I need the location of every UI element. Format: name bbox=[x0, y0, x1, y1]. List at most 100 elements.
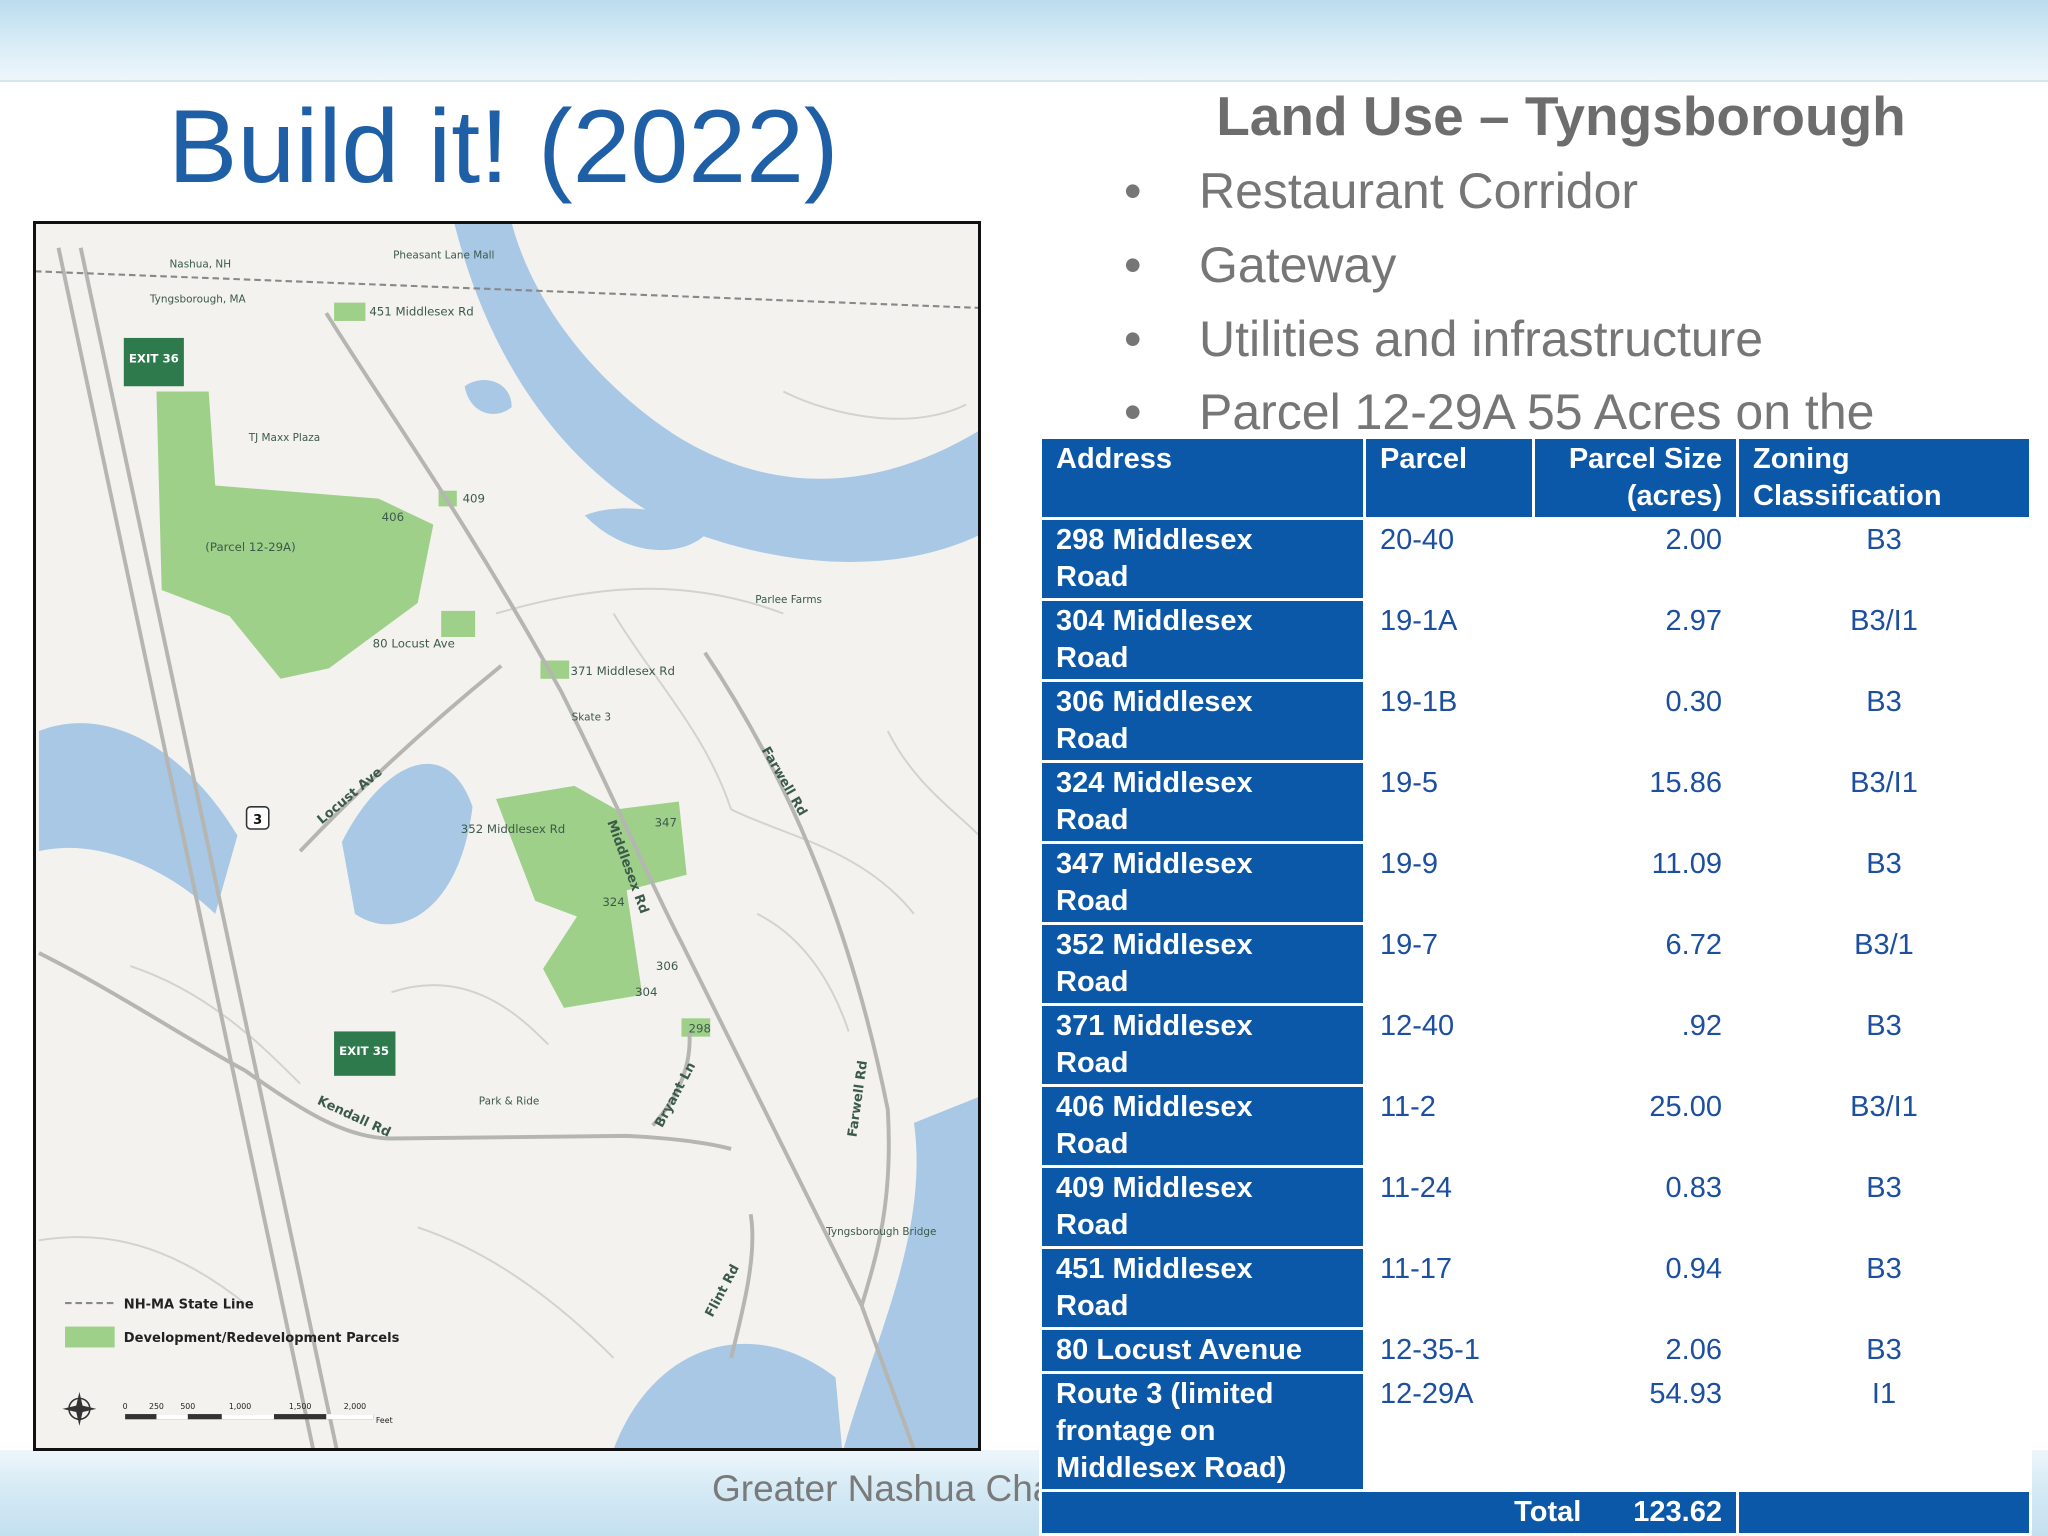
cell-text: 0.30 bbox=[1665, 686, 1722, 718]
map-label: TJ Maxx Plaza bbox=[248, 432, 320, 444]
map-label: Nashua, NH bbox=[170, 258, 232, 270]
cell-text: 0.83 bbox=[1665, 1172, 1722, 1204]
table-cell: .92 bbox=[1535, 1006, 1736, 1084]
table-cell: B3 bbox=[1739, 1006, 2029, 1084]
bullet: • Parcel 12-29A 55 Acres on the bbox=[1124, 383, 1874, 441]
table-cell: I1 bbox=[1739, 1374, 2029, 1489]
table-cell: B3/I1 bbox=[1739, 601, 2029, 679]
water bbox=[584, 508, 705, 551]
table-cell: 11-17 bbox=[1366, 1249, 1532, 1327]
table-cell: B3 bbox=[1739, 844, 2029, 922]
map-label: Tyngsborough, MA bbox=[149, 294, 247, 306]
water bbox=[613, 1343, 843, 1450]
map-label: 304 bbox=[635, 985, 657, 999]
scale-label: Feet bbox=[376, 1416, 393, 1425]
table-cell: 19-5 bbox=[1366, 763, 1532, 841]
cell-text: 19-9 bbox=[1380, 848, 1439, 880]
cell-text: 19-5 bbox=[1380, 767, 1439, 799]
table-cell: 19-1B bbox=[1366, 682, 1532, 760]
exit-label: EXIT 35 bbox=[339, 1044, 389, 1058]
map-label: 406 bbox=[382, 510, 404, 524]
route-3 bbox=[56, 247, 316, 1450]
road bbox=[38, 951, 247, 1073]
total-row: Total 123.62 bbox=[1042, 1492, 2029, 1533]
scale-label: 250 bbox=[149, 1402, 164, 1411]
bullet-marker: • bbox=[1124, 384, 1142, 440]
map-label: Tyngsborough Bridge bbox=[825, 1226, 936, 1238]
cell-text: 80 Locust Avenue bbox=[1056, 1334, 1303, 1366]
header-row: Address Parcel Parcel Size (acres) Zoning C… bbox=[1042, 439, 2029, 517]
map-label: Skate 3 bbox=[572, 712, 611, 724]
bullet: • Gateway bbox=[1124, 236, 1396, 294]
kendall-rd bbox=[244, 1068, 732, 1151]
bullet-marker: • bbox=[1124, 237, 1142, 293]
table-row: 406 Middlesex Road 11-2 25.00 B3/I1 bbox=[1042, 1087, 2029, 1165]
table-row: 306 Middlesex Road 19-1B 0.30 B3 bbox=[1042, 682, 2029, 760]
water bbox=[464, 380, 512, 414]
cell-text: 19-7 bbox=[1380, 929, 1439, 961]
cell-text: I1 bbox=[1871, 1378, 1897, 1410]
table-row: 409 Middlesex Road 11-24 0.83 B3 bbox=[1042, 1168, 2029, 1246]
scale-label: 0 bbox=[123, 1402, 128, 1411]
address-cell: 406 Middlesex Road bbox=[1042, 1087, 1363, 1165]
exit-label: EXIT 36 bbox=[129, 352, 179, 366]
map-label: 347 bbox=[655, 815, 677, 829]
total-label: Total bbox=[1514, 1496, 1582, 1528]
table-row: 324 Middlesex Road 19-5 15.86 B3/I1 bbox=[1042, 763, 2029, 841]
header-text: Parcel bbox=[1380, 443, 1468, 475]
table-row: 352 Middlesex Road 19-7 6.72 B3/1 bbox=[1042, 925, 2029, 1003]
legend-swatch bbox=[65, 1326, 115, 1348]
cell-text: B3/I1 bbox=[1850, 605, 1918, 637]
cell-text: 12-35-1 bbox=[1380, 1334, 1480, 1366]
cell-text: 2.97 bbox=[1665, 605, 1722, 637]
table-cell: 6.72 bbox=[1535, 925, 1736, 1003]
parcel-table: Address Parcel Parcel Size (acres) Zoning C… bbox=[1039, 436, 2032, 1536]
total-value: 123.62 bbox=[1633, 1496, 1722, 1528]
map-frame: Nashua, NH Tyngsborough, MA Pheasant Lane … bbox=[33, 221, 981, 1456]
bullet-marker: • bbox=[1124, 311, 1142, 367]
map-label: (Parcel 12-29A) bbox=[205, 540, 295, 554]
header-cell: Address bbox=[1042, 439, 1363, 517]
route-3 bbox=[78, 247, 339, 1450]
cell-text: 306 Middlesex Road bbox=[1056, 686, 1253, 755]
address-cell: 409 Middlesex Road bbox=[1042, 1168, 1363, 1246]
address-cell: 306 Middlesex Road bbox=[1042, 682, 1363, 760]
cell-text: 19-1A bbox=[1380, 605, 1458, 637]
header-text: Address bbox=[1056, 443, 1173, 475]
address-cell: 371 Middlesex Road bbox=[1042, 1006, 1363, 1084]
cell-text: .92 bbox=[1681, 1010, 1722, 1042]
cell-text: B3 bbox=[1866, 848, 1902, 880]
compass-needle bbox=[62, 1391, 97, 1426]
bullet-text: Parcel 12-29A 55 Acres on the bbox=[1199, 384, 1875, 440]
cell-text: Route 3 (limited frontage on Middlesex R… bbox=[1056, 1378, 1287, 1484]
cell-text: 352 Middlesex Road bbox=[1056, 929, 1253, 998]
header-cell: Parcel bbox=[1366, 439, 1532, 517]
table-cell: 25.00 bbox=[1535, 1087, 1736, 1165]
legend-label: Development/Redevelopment Parcels bbox=[124, 1331, 400, 1346]
cell-text: B3/I1 bbox=[1850, 1091, 1918, 1123]
header-text: Zoning Classification bbox=[1753, 443, 1942, 512]
parcel bbox=[496, 785, 687, 1008]
table-cell: 12-29A bbox=[1366, 1374, 1532, 1489]
table-cell: 12-35-1 bbox=[1366, 1330, 1532, 1371]
cell-text: 11-24 bbox=[1380, 1172, 1453, 1204]
cell-text: B3 bbox=[1866, 1253, 1902, 1285]
table-cell: B3 bbox=[1739, 520, 2029, 598]
header-text: Parcel Size (acres) bbox=[1568, 443, 1722, 512]
bullet-text: Restaurant Corridor bbox=[1199, 163, 1639, 219]
total-cell: Total 123.62 bbox=[1042, 1492, 1736, 1533]
water bbox=[843, 1096, 980, 1450]
exit-sign bbox=[123, 337, 184, 387]
address-cell: 352 Middlesex Road bbox=[1042, 925, 1363, 1003]
table-cell: 0.94 bbox=[1535, 1249, 1736, 1327]
cell-text: 6.72 bbox=[1665, 929, 1722, 961]
scale-label: 1,000 bbox=[229, 1402, 251, 1411]
table-cell: B3/1 bbox=[1739, 925, 2029, 1003]
map-label: 298 bbox=[689, 1022, 711, 1036]
bullet-text: Utilities and infrastructure bbox=[1199, 311, 1764, 367]
table-cell: 11-2 bbox=[1366, 1087, 1532, 1165]
table-cell: 2.06 bbox=[1535, 1330, 1736, 1371]
map-border bbox=[33, 221, 981, 1451]
table-cell: B3/I1 bbox=[1739, 1087, 2029, 1165]
